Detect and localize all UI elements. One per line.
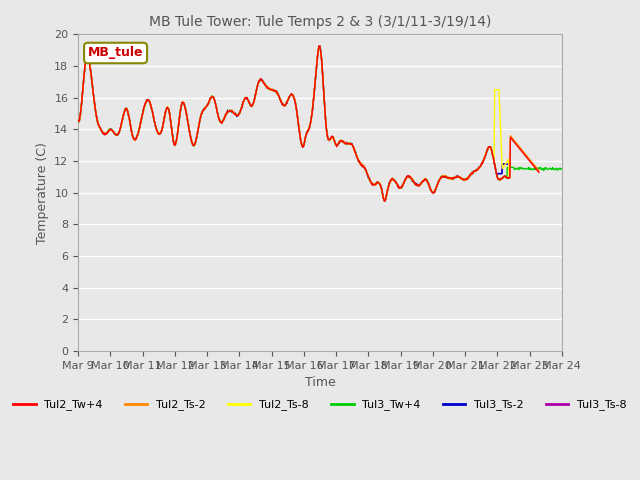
Text: MB_tule: MB_tule <box>88 47 143 60</box>
X-axis label: Time: Time <box>305 376 335 389</box>
Y-axis label: Temperature (C): Temperature (C) <box>36 142 49 243</box>
Title: MB Tule Tower: Tule Temps 2 & 3 (3/1/11-3/19/14): MB Tule Tower: Tule Temps 2 & 3 (3/1/11-… <box>149 15 491 29</box>
Legend: Tul2_Tw+4, Tul2_Ts-2, Tul2_Ts-8, Tul3_Tw+4, Tul3_Ts-2, Tul3_Ts-8: Tul2_Tw+4, Tul2_Ts-2, Tul2_Ts-8, Tul3_Tw… <box>9 395 631 415</box>
